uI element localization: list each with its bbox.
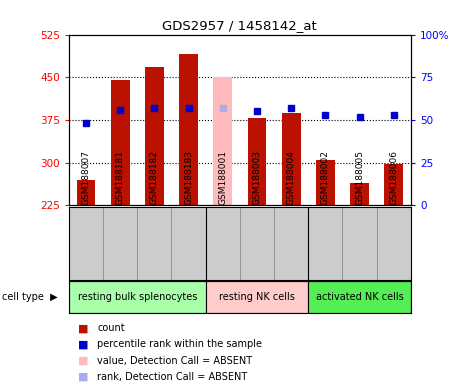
Text: resting NK cells: resting NK cells [219, 292, 295, 302]
Bar [247, 118, 266, 205]
Bar [179, 55, 198, 205]
Text: resting bulk splenocytes: resting bulk splenocytes [77, 292, 197, 302]
Text: ■: ■ [78, 323, 89, 333]
Bar [111, 80, 130, 205]
Bar [145, 67, 164, 205]
Bar [213, 77, 232, 205]
Title: GDS2957 / 1458142_at: GDS2957 / 1458142_at [162, 19, 317, 32]
Text: ■: ■ [78, 339, 89, 349]
Text: activated NK cells: activated NK cells [316, 292, 403, 302]
Text: count: count [97, 323, 125, 333]
Text: percentile rank within the sample: percentile rank within the sample [97, 339, 262, 349]
Text: value, Detection Call = ABSENT: value, Detection Call = ABSENT [97, 356, 253, 366]
Bar [350, 183, 369, 205]
Bar [384, 164, 403, 205]
Bar [69, 281, 206, 313]
Text: ■: ■ [78, 372, 89, 382]
Text: rank, Detection Call = ABSENT: rank, Detection Call = ABSENT [97, 372, 247, 382]
Bar [282, 113, 301, 205]
Bar [206, 281, 308, 313]
Bar [308, 281, 411, 313]
Bar [76, 180, 95, 205]
Text: cell type  ▶: cell type ▶ [2, 292, 58, 302]
Text: ■: ■ [78, 356, 89, 366]
Bar [316, 160, 335, 205]
